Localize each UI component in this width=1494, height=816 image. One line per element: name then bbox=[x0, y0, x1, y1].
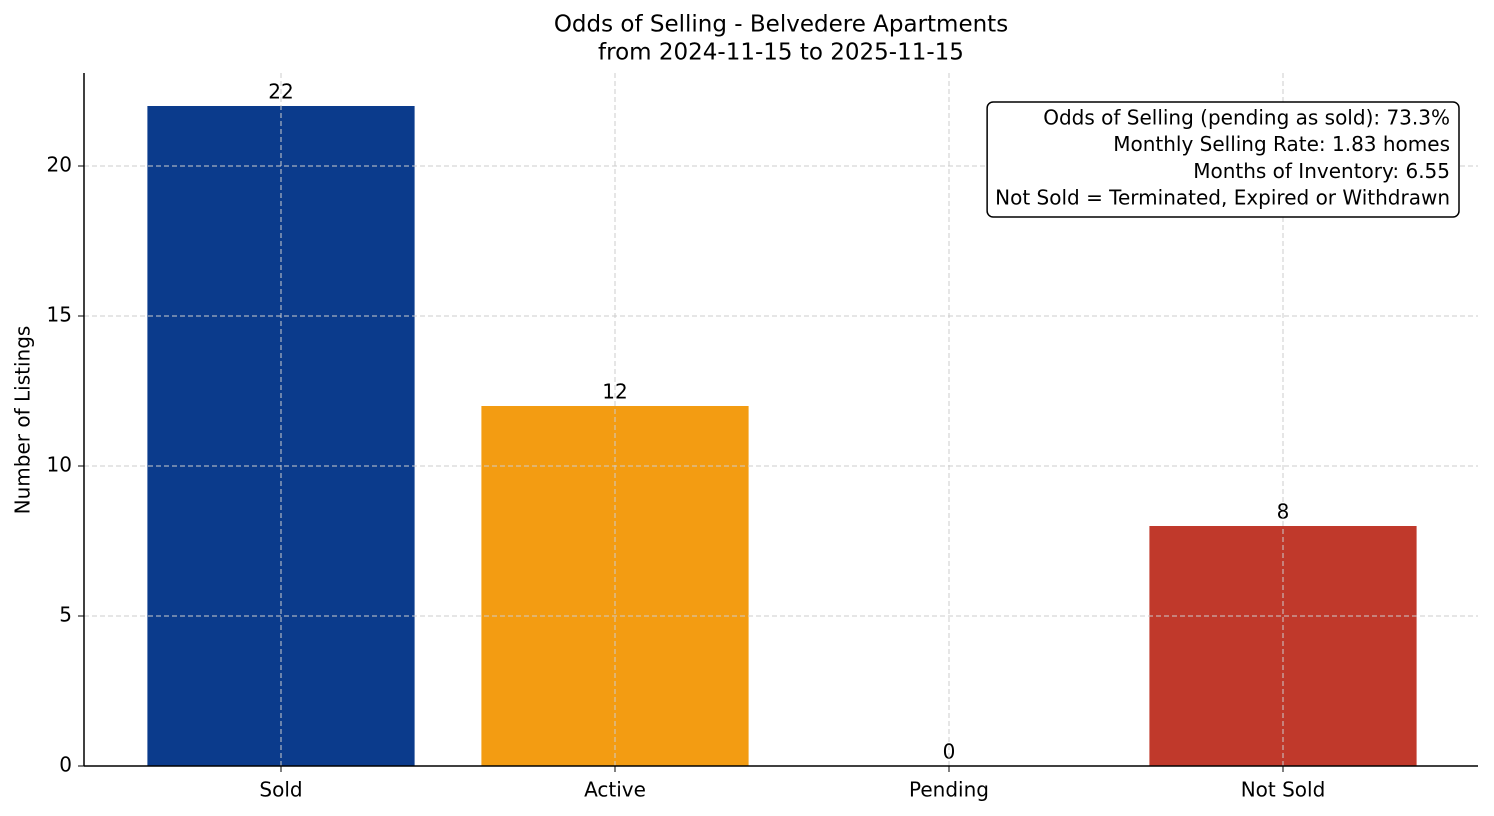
annotation-line: Not Sold = Terminated, Expired or Withdr… bbox=[995, 186, 1450, 210]
y-axis-label: Number of Listings bbox=[11, 326, 35, 515]
annotation-line: Odds of Selling (pending as sold): 73.3% bbox=[1043, 106, 1450, 130]
value-label: 12 bbox=[602, 380, 627, 404]
annotation-line: Monthly Selling Rate: 1.83 homes bbox=[1113, 132, 1450, 156]
value-label: 0 bbox=[943, 740, 956, 764]
chart-title: Odds of Selling - Belvedere Apartments bbox=[554, 12, 1008, 38]
y-tick-label: 20 bbox=[47, 153, 72, 177]
annotation-line: Months of Inventory: 6.55 bbox=[1193, 159, 1450, 183]
x-tick-label: Active bbox=[584, 778, 646, 802]
y-tick-label: 0 bbox=[59, 753, 72, 777]
x-tick-label: Not Sold bbox=[1241, 778, 1326, 802]
x-tick-label: Pending bbox=[909, 778, 989, 802]
annotation-box bbox=[986, 101, 1460, 218]
y-tick-label: 15 bbox=[47, 303, 72, 327]
y-tick-label: 5 bbox=[59, 603, 72, 627]
value-label: 8 bbox=[1277, 500, 1290, 524]
x-tick-label: Sold bbox=[259, 778, 302, 802]
chart-subtitle: from 2024-11-15 to 2025-11-15 bbox=[598, 40, 964, 66]
y-tick-label: 10 bbox=[47, 453, 72, 477]
